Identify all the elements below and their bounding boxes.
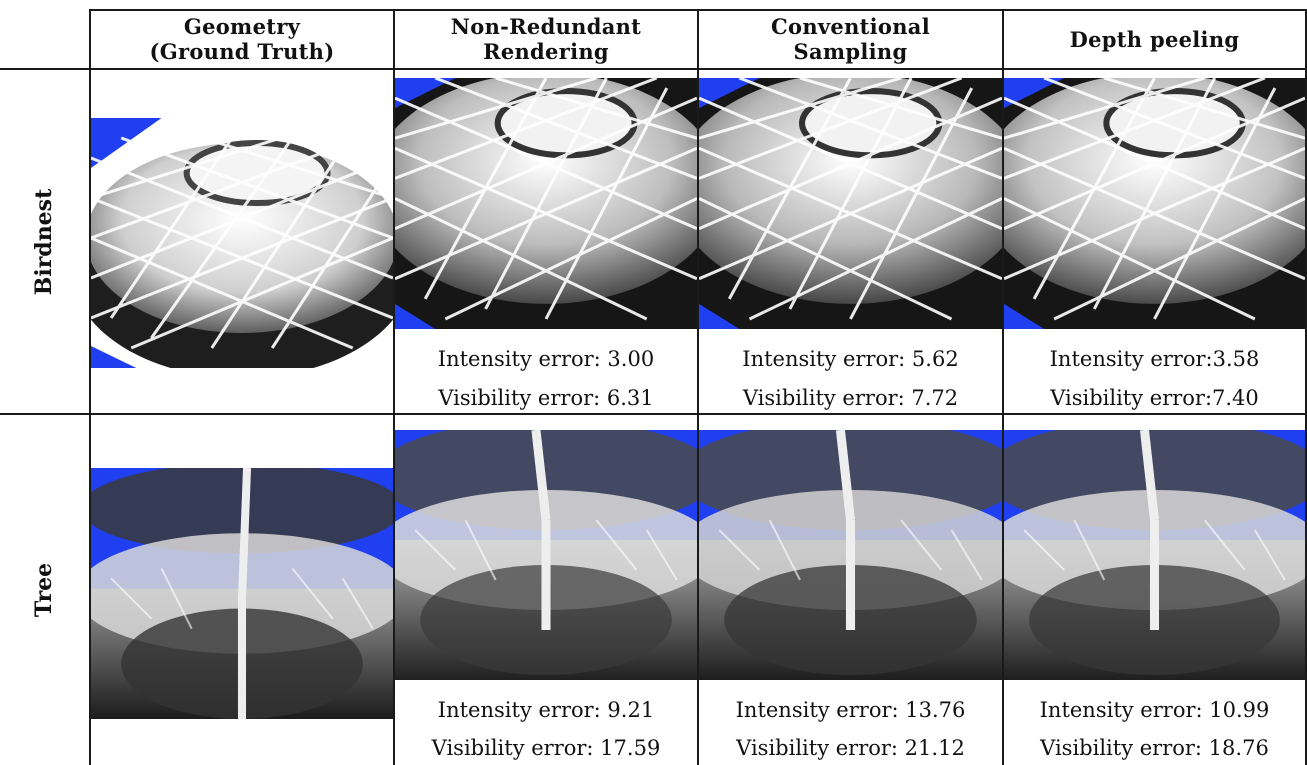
tree-non-redundant-intensity-error: Intensity error: 9.21 [437,698,655,722]
birdnest-non-redundant-visibility-error: Visibility error: 6.31 [438,386,654,410]
tree-conventional-intensity-error: Intensity error: 13.76 [735,698,966,722]
row-label-birdnest: Birdnest [31,188,58,295]
birdnest-non-redundant-image [395,78,697,329]
grid-line-header-bottom [0,68,1307,70]
column-header-conventional: Conventional Sampling [771,14,930,64]
grid-line-row-divider [0,413,1307,415]
row-label-tree: Tree [31,562,58,618]
tree-non-redundant-image [395,430,697,680]
column-header-geometry: Geometry (Ground Truth) [149,14,335,64]
birdnest-depth-peeling-image [1004,78,1305,329]
tree-non-redundant-visibility-error: Visibility error: 17.59 [431,736,661,760]
birdnest-conventional-visibility-error: Visibility error: 7.72 [742,386,959,410]
grid-line-vertical-4 [1002,9,1004,765]
grid-line-vertical-3 [697,9,699,765]
birdnest-conventional-intensity-error: Intensity error: 5.62 [742,347,959,371]
column-header-depth-peeling: Depth peeling [1069,26,1240,52]
birdnest-depth-peeling-intensity-error: Intensity error:3.58 [1049,347,1260,371]
grid-line-vertical-1 [89,9,91,765]
tree-depth-peeling-visibility-error: Visibility error: 18.76 [1040,736,1269,760]
tree-depth-peeling-image [1004,430,1305,680]
grid-line-vertical-2 [393,9,395,765]
tree-conventional-visibility-error: Visibility error: 21.12 [736,736,965,760]
tree-depth-peeling-intensity-error: Intensity error: 10.99 [1039,698,1270,722]
birdnest-conventional-image [699,78,1002,329]
tree-conventional-image [699,430,1002,680]
column-header-non-redundant: Non-Redundant Rendering [450,14,642,64]
birdnest-non-redundant-intensity-error: Intensity error: 3.00 [437,347,655,371]
birdnest-depth-peeling-visibility-error: Visibility error:7.40 [1050,386,1259,410]
tree-geometry-image [91,468,393,719]
grid-line-right [1305,9,1307,765]
birdnest-geometry-image [91,118,393,368]
